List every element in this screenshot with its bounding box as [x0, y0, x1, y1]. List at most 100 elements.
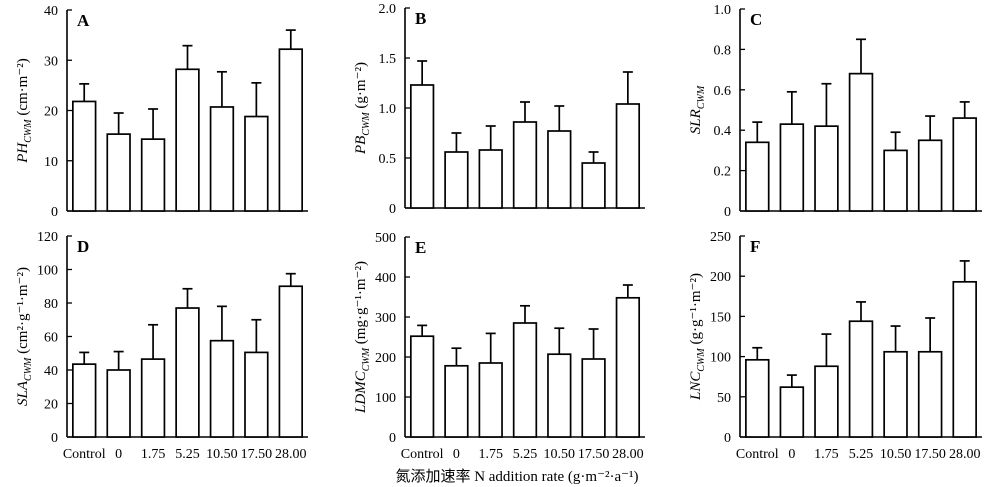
x-tick-label: Control — [401, 447, 444, 462]
bar — [814, 365, 839, 438]
y-axis-label-main: PB — [353, 136, 369, 155]
y-tick-label: 2.0 — [379, 2, 397, 17]
bar — [409, 335, 435, 438]
bar — [478, 149, 503, 209]
bar — [615, 296, 641, 438]
chart-panel-e: 0 100 200 300 400 500 Control 0 1.75 5.25 10.50 17.… — [353, 231, 645, 462]
x-tick-label: 5.25 — [175, 447, 200, 462]
y-tick-label: 40 — [44, 4, 58, 19]
x-tick-label: 1.75 — [814, 447, 839, 462]
x-tick-label: 10.50 — [880, 447, 912, 462]
y-axis-label-unit: (g·m⁻²) — [353, 62, 369, 112]
y-axis-label-unit: (cm·m⁻²) — [15, 58, 31, 119]
bar — [278, 285, 303, 438]
x-tick-label: 28.00 — [612, 447, 644, 462]
y-tick-label: 0 — [51, 205, 58, 220]
y-tick-label: 40 — [44, 364, 58, 379]
y-tick-label: 200 — [375, 351, 396, 366]
bar — [512, 322, 538, 438]
y-tick-label: 100 — [37, 264, 58, 279]
y-axis-label-main: SLA — [15, 380, 31, 406]
y-axis-label-main: SLR — [688, 109, 704, 134]
chart-panel-d: 0 20 40 60 80 100 120 Control 0 1.75 5.25 10.50 17.5… — [15, 230, 308, 462]
x-tick-label: 0 — [115, 447, 122, 462]
y-axis-label-subscript: CWM — [361, 112, 372, 136]
y-tick-label: 150 — [710, 310, 731, 325]
bar — [581, 162, 606, 209]
x-tick-label: 17.50 — [914, 447, 946, 462]
panel-letter: E — [415, 238, 426, 257]
y-axis-label: SLACWM (cm²·g⁻¹·m⁻²) — [15, 267, 34, 406]
chart-panel-b: 0 0.5 1.0 1.5 2.0 B PBCWM (g·m⁻²) — [353, 2, 645, 217]
x-tick-label: 1.75 — [141, 447, 166, 462]
y-tick-label: 0 — [51, 431, 58, 446]
y-tick-label: 10 — [44, 155, 58, 170]
y-axis-label: LDMCCWM (mg·g⁻¹·m⁻²) — [353, 261, 372, 414]
panel-letter: D — [77, 237, 89, 256]
y-tick-label: 60 — [44, 331, 58, 346]
bar — [917, 139, 943, 212]
bar — [848, 72, 874, 212]
bar — [952, 280, 977, 438]
y-axis-label-subscript: CWM — [23, 357, 34, 381]
x-axis-label: 氮添加速率 N addition rate (g·m⁻²·a⁻¹) — [395, 468, 638, 485]
bar — [72, 363, 97, 438]
x-tick-label: 17.50 — [578, 447, 610, 462]
bar — [244, 351, 269, 438]
bar — [814, 125, 839, 212]
x-tick-label: Control — [736, 447, 779, 462]
y-tick-label: 0.6 — [714, 84, 732, 99]
y-axis-label: LNCCWM (g·g⁻¹·m⁻²) — [688, 273, 707, 401]
panel-letter: B — [415, 9, 426, 28]
bar — [745, 358, 770, 438]
bar — [106, 133, 131, 212]
y-axis-label-subscript: CWM — [696, 85, 707, 109]
y-tick-label: 100 — [710, 351, 731, 366]
bar — [745, 141, 770, 212]
bar — [409, 84, 435, 209]
bar — [444, 151, 469, 209]
y-tick-label: 0.2 — [714, 165, 732, 180]
panel-letter: C — [750, 10, 762, 29]
bar — [547, 353, 572, 438]
y-tick-label: 30 — [44, 54, 58, 69]
y-axis-label: SLRCWM — [688, 85, 707, 134]
bar — [140, 138, 166, 212]
x-tick-label: 28.00 — [275, 447, 307, 462]
y-tick-label: 0 — [389, 431, 396, 446]
bar — [140, 358, 166, 438]
bar — [209, 106, 235, 212]
y-tick-label: 400 — [375, 271, 396, 286]
y-axis-label-subscript: CWM — [23, 119, 34, 143]
y-tick-label: 500 — [375, 231, 396, 246]
bar — [581, 358, 606, 438]
y-tick-label: 0.4 — [714, 124, 732, 139]
y-axis-label-unit: (mg·g⁻¹·m⁻²) — [353, 261, 369, 348]
x-tick-label: 17.50 — [241, 447, 273, 462]
bar — [106, 369, 131, 438]
y-tick-label: 100 — [375, 391, 396, 406]
bar — [72, 100, 97, 212]
bar — [883, 350, 908, 438]
y-axis-label-unit: (g·g⁻¹·m⁻²) — [688, 273, 704, 348]
y-axis-label-subscript: CWM — [361, 347, 372, 371]
bar — [883, 149, 908, 212]
y-tick-label: 20 — [44, 105, 58, 120]
panel-letter: F — [750, 237, 760, 256]
x-tick-label: 5.25 — [513, 447, 538, 462]
y-tick-label: 120 — [37, 230, 58, 245]
bar — [478, 362, 503, 438]
x-tick-label: 5.25 — [849, 447, 874, 462]
bar — [615, 103, 641, 209]
bar — [278, 48, 303, 212]
y-tick-label: 250 — [710, 230, 731, 245]
bar — [952, 117, 977, 212]
bar — [917, 350, 943, 438]
bar — [209, 339, 235, 438]
y-axis-label-main: LDMC — [353, 370, 369, 414]
x-tick-label: 0 — [453, 447, 460, 462]
bar — [244, 115, 269, 212]
y-axis-label-unit: (cm²·g⁻¹·m⁻²) — [15, 267, 31, 358]
x-tick-label: Control — [63, 447, 106, 462]
